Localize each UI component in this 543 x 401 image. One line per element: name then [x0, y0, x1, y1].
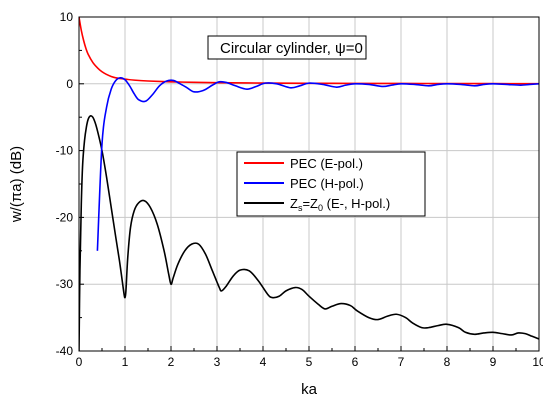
legend-label-zs-z0: Zs=Z0 (E-, H-pol.) [290, 196, 390, 213]
legend-eq: =Z [302, 196, 318, 211]
x-tick-label: 0 [76, 355, 83, 369]
legend: PEC (E-pol.) PEC (H-pol.) Zs=Z0 (E-, H-p… [236, 151, 426, 217]
y-tick-label: 0 [66, 77, 73, 91]
x-tick-label: 6 [352, 355, 359, 369]
x-tick-label: 10 [532, 355, 543, 369]
legend-z1: Z [290, 196, 298, 211]
series-line-pec-h [96, 76, 539, 251]
annotation-box: Circular cylinder, ψ=0 [207, 35, 367, 60]
x-tick-label: 4 [260, 355, 267, 369]
annotation-main: Circular cylinder, [220, 40, 335, 57]
x-tick-label: 8 [444, 355, 451, 369]
x-tick-label: 7 [398, 355, 405, 369]
annotation-text: Circular cylinder, ψ=0 [220, 40, 363, 57]
x-tick-label: 5 [306, 355, 313, 369]
series-line-zs-z0 [79, 114, 539, 351]
x-axis-title: ka [301, 381, 318, 398]
axis-ticks: 0 1 2 3 4 5 6 7 8 9 10 -40 -30 -20 -10 0 10 [56, 10, 543, 369]
series-lines [79, 17, 539, 351]
annotation-frame [207, 35, 367, 60]
legend-sub2: 0 [318, 203, 323, 213]
y-tick-label: 10 [60, 10, 74, 24]
legend-rest: (E-, H-pol.) [323, 196, 390, 211]
y-axis-title: w/(πa) (dB) [8, 146, 25, 223]
x-tick-label: 9 [490, 355, 497, 369]
annotation-symbol: ψ [335, 40, 346, 57]
y-tick-label: -30 [56, 277, 74, 291]
y-tick-label: -20 [56, 210, 74, 224]
annotation-end: =0 [346, 40, 363, 57]
legend-label-pec-h: PEC (H-pol.) [290, 176, 364, 191]
y-tick-label: -40 [56, 344, 74, 358]
x-tick-label: 1 [122, 355, 129, 369]
x-tick-label: 2 [168, 355, 175, 369]
x-tick-label: 3 [214, 355, 221, 369]
y-tick-label: -10 [56, 144, 74, 158]
legend-label-pec-e: PEC (E-pol.) [290, 156, 363, 171]
legend-sub1: s [298, 203, 303, 213]
